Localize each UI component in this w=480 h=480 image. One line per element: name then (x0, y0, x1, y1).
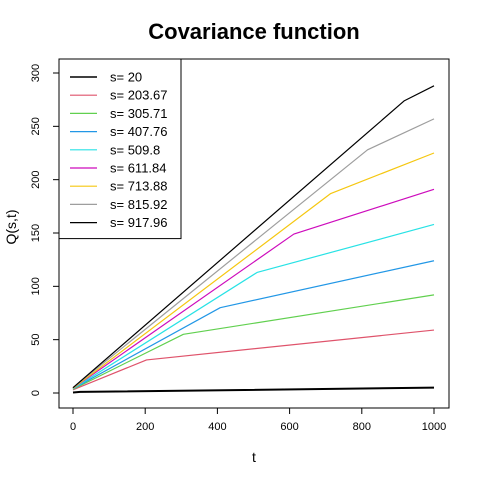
x-tick-label: 200 (136, 421, 154, 433)
legend: s= 20 s= 203.67 s= 305.71 s= 407.76 s= 509.8… (58, 58, 182, 240)
y-tick-label: 250 (30, 117, 42, 135)
series-layer (72, 85, 435, 394)
y-tick-label: 150 (30, 224, 42, 242)
legend-label: s= 203.67 (110, 88, 167, 103)
y-axis: 0 50 100 150 200 250 300 (30, 64, 60, 396)
legend-label: s= 407.76 (110, 124, 167, 139)
y-tick-label: 0 (30, 390, 42, 396)
legend-label: s= 713.88 (110, 179, 167, 194)
x-tick-label: 0 (70, 421, 76, 433)
y-tick-label: 300 (30, 64, 42, 82)
x-tick-label: 400 (208, 421, 226, 433)
series-line (72, 188, 435, 389)
legend-label: s= 509.8 (110, 142, 160, 157)
series-line (72, 118, 435, 389)
legend-label: s= 917.96 (110, 215, 167, 230)
series-line (72, 260, 435, 390)
y-axis-label: Q(s,t) (3, 210, 19, 245)
y-tick-label: 50 (30, 334, 42, 346)
chart-title: Covariance function (148, 19, 359, 44)
series-line (72, 223, 435, 390)
series-line (72, 386, 435, 394)
y-tick-label: 200 (30, 170, 42, 188)
x-axis-label: t (252, 449, 256, 465)
series-line (72, 329, 435, 391)
legend-label: s= 611.84 (110, 161, 167, 176)
series-line (72, 152, 435, 389)
legend-label: s= 20 (110, 70, 142, 85)
y-tick-label: 100 (30, 277, 42, 295)
legend-label: s= 815.92 (110, 197, 167, 212)
series-line (72, 294, 435, 390)
x-tick-label: 600 (280, 421, 298, 433)
legend-label: s= 305.71 (110, 106, 167, 121)
x-tick-label: 800 (353, 421, 371, 433)
series-line (72, 85, 435, 389)
legend-box (58, 58, 182, 240)
x-tick-label: 1000 (422, 421, 446, 433)
x-axis: 0 200 400 600 800 1000 (70, 407, 446, 433)
